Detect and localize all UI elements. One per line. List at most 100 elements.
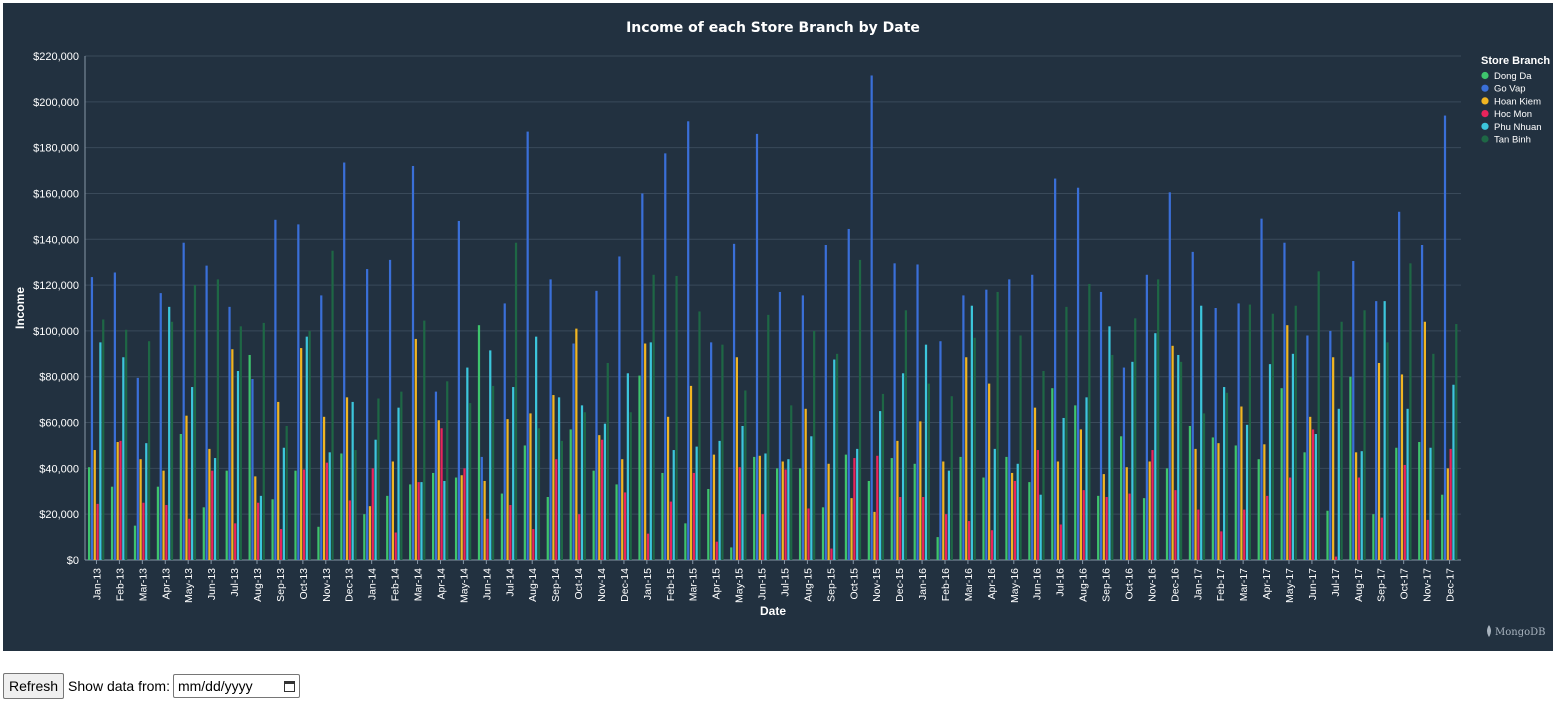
x-tick-label: Nov-16 — [1146, 568, 1158, 602]
bar-dong-da — [1005, 456, 1008, 560]
date-input[interactable]: mm/dd/yyyy — [172, 674, 300, 698]
bar-hoan-kiem — [300, 348, 303, 560]
bar-hoc-mon — [899, 497, 902, 560]
bar-go-vap — [182, 242, 185, 560]
bar-tan-binh — [1225, 392, 1229, 560]
bar-tan-binh — [721, 344, 724, 560]
bar-go-vap — [824, 245, 827, 560]
bar-hoan-kiem — [1125, 467, 1128, 560]
y-tick-label: $220,000 — [33, 51, 79, 63]
y-tick-label: $80,000 — [39, 372, 79, 384]
bar-dong-da — [1097, 495, 1100, 560]
bar-phu-nhuan — [1154, 333, 1157, 560]
bar-phu-nhuan — [970, 305, 973, 560]
bar-tan-binh — [285, 425, 288, 560]
bar-hoan-kiem — [93, 450, 96, 560]
bar-go-vap — [1122, 367, 1126, 560]
bar-hoan-kiem — [322, 416, 326, 560]
bar-dong-da — [88, 467, 91, 560]
legend-label: Dong Da — [1494, 71, 1532, 82]
bar-dong-da — [409, 484, 412, 560]
bar-hoc-mon — [1013, 480, 1017, 560]
bar-go-vap — [1306, 335, 1309, 560]
bar-hoan-kiem — [1171, 345, 1174, 560]
bar-hoc-mon — [509, 505, 512, 560]
bar-tan-binh — [308, 330, 311, 560]
bar-dong-da — [386, 495, 389, 560]
bar-dong-da — [156, 486, 160, 560]
calendar-icon[interactable] — [283, 680, 295, 692]
legend-swatch — [1481, 84, 1489, 92]
bar-phu-nhuan — [397, 407, 400, 560]
bar-hoan-kiem — [988, 383, 991, 560]
bar-hoc-mon — [1289, 477, 1292, 560]
bar-tan-binh — [147, 341, 151, 560]
bar-phu-nhuan — [1291, 353, 1295, 560]
bar-dong-da — [844, 454, 848, 560]
y-tick-label: $120,000 — [33, 280, 79, 292]
bar-go-vap — [1375, 301, 1378, 560]
bar-tan-binh — [1432, 353, 1435, 560]
bar-dong-da — [340, 453, 343, 560]
bar-phu-nhuan — [1016, 463, 1019, 560]
bar-hoc-mon — [1243, 509, 1246, 560]
bar-tan-binh — [1386, 342, 1389, 560]
bar-go-vap — [1099, 291, 1103, 560]
bar-tan-binh — [835, 353, 839, 560]
bar-phu-nhuan — [856, 448, 859, 560]
x-tick-label: Sep-16 — [1101, 568, 1113, 602]
bar-tan-binh — [491, 385, 495, 560]
bar-go-vap — [1420, 245, 1424, 560]
bar-phu-nhuan — [512, 387, 515, 560]
bar-hoan-kiem — [781, 461, 784, 560]
bar-hoan-kiem — [208, 448, 211, 560]
bar-phu-nhuan — [672, 450, 675, 560]
refresh-button[interactable]: Refresh — [3, 673, 65, 699]
bar-dong-da — [294, 470, 297, 560]
bar-dong-da — [1142, 498, 1146, 560]
bar-hoan-kiem — [116, 442, 119, 560]
bar-phu-nhuan — [1039, 494, 1042, 560]
bar-hoan-kiem — [1332, 357, 1335, 560]
x-tick-label: Aug-17 — [1353, 568, 1365, 602]
x-tick-label: Oct-17 — [1399, 568, 1411, 600]
bar-tan-binh — [1294, 305, 1297, 560]
bar-hoc-mon — [784, 469, 787, 560]
bar-dong-da — [1257, 459, 1260, 560]
bar-dong-da — [1280, 388, 1283, 560]
bar-dong-da — [959, 456, 962, 560]
bar-hoc-mon — [234, 523, 237, 560]
x-tick-label: May-17 — [1284, 568, 1296, 603]
bar-phu-nhuan — [122, 357, 125, 560]
bar-hoc-mon — [394, 532, 397, 560]
bar-go-vap — [1443, 115, 1447, 561]
bar-hoan-kiem — [185, 415, 188, 560]
x-tick-label: Jun-13 — [206, 568, 218, 600]
bar-dong-da — [867, 480, 870, 560]
bar-phu-nhuan — [1383, 301, 1386, 560]
legend-swatch — [1481, 135, 1489, 143]
bar-hoc-mon — [1059, 524, 1062, 560]
bar-dong-da — [913, 463, 916, 560]
bar-hoc-mon — [669, 501, 673, 560]
bar-tan-binh — [560, 440, 563, 560]
bar-phu-nhuan — [1085, 397, 1088, 560]
y-tick-label: $100,000 — [33, 326, 79, 338]
bar-hoc-mon — [1128, 493, 1131, 560]
bar-tan-binh — [193, 285, 197, 560]
x-tick-label: Sep-17 — [1376, 568, 1388, 602]
bar-hoc-mon — [302, 469, 306, 560]
bar-hoc-mon — [945, 514, 948, 560]
bar-go-vap — [228, 306, 231, 560]
bar-tan-binh — [813, 330, 816, 560]
bar-phu-nhuan — [466, 367, 469, 560]
bar-go-vap — [801, 295, 804, 560]
bar-hoc-mon — [1357, 477, 1361, 560]
bar-go-vap — [1398, 211, 1401, 561]
legend-label: Tan Binh — [1494, 135, 1531, 146]
x-tick-label: Dec-14 — [619, 568, 631, 602]
bar-dong-da — [1234, 445, 1237, 560]
bar-hoan-kiem — [850, 498, 853, 560]
x-tick-label: Jun-16 — [1032, 568, 1044, 600]
legend-swatch — [1481, 110, 1489, 118]
